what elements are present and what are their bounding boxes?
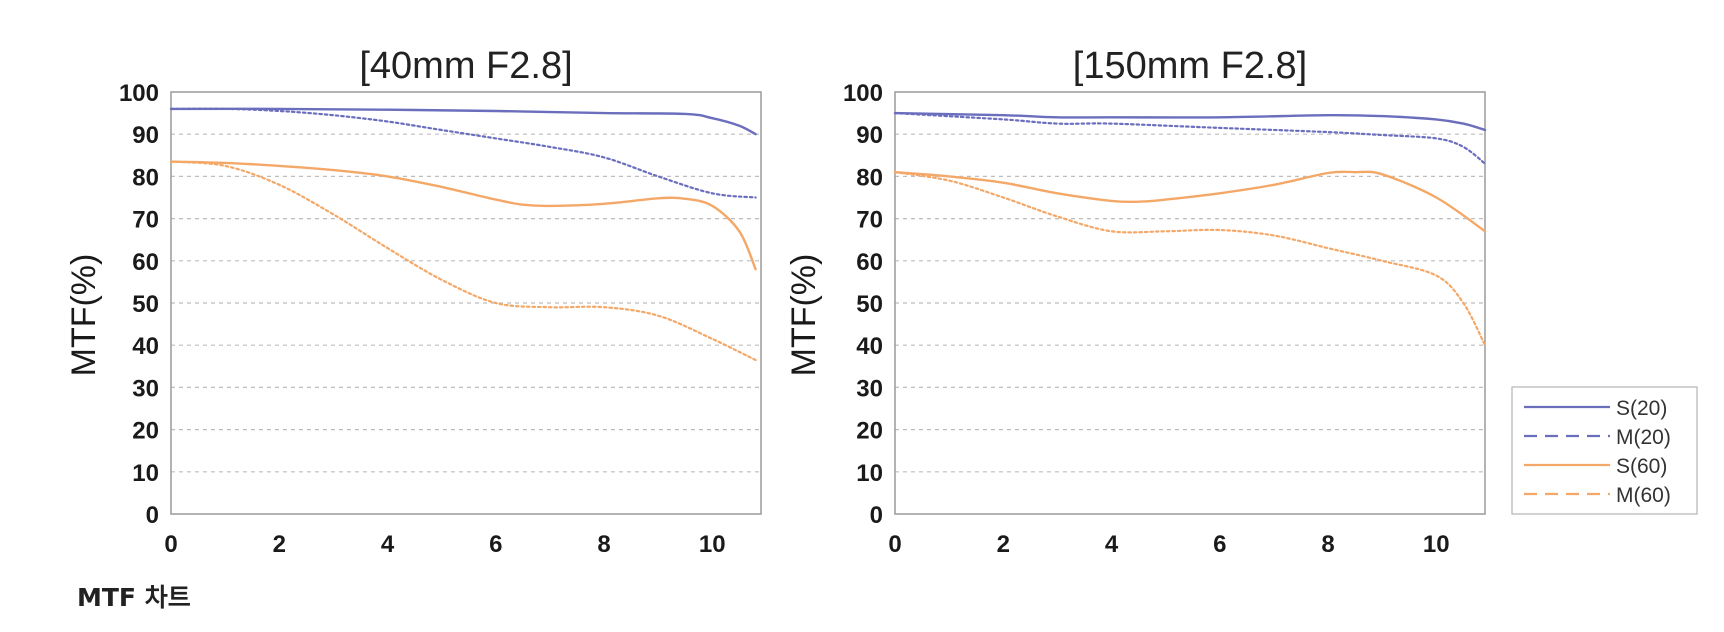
y-tick-label: 40 (856, 333, 883, 360)
y-tick-label: 70 (856, 207, 883, 234)
figure-caption: MTF 차트 (77, 583, 191, 612)
legend-label: S(20) (1616, 397, 1667, 420)
chart-title: [40mm F2.8] (359, 45, 572, 87)
y-tick-label: 20 (856, 418, 883, 445)
x-tick-label: 10 (1423, 531, 1450, 558)
series-line-m60 (169, 160, 757, 362)
y-tick-label: 20 (132, 418, 159, 445)
y-tick-label: 100 (843, 80, 883, 107)
series-line-s20 (169, 107, 757, 136)
y-tick-label: 50 (856, 291, 883, 318)
x-tick-label: 0 (888, 531, 901, 558)
y-tick-label: 80 (132, 164, 159, 191)
series-line-m20 (893, 112, 1487, 165)
y-tick-label: 50 (132, 291, 159, 318)
x-tick-label: 8 (1321, 531, 1334, 558)
series-line-m20 (169, 107, 757, 199)
chart-panel-2: [150mm F2.8] 0 10 20 30 40 50 60 70 80 90 100 0 2 4 6 8 1… (785, 45, 1487, 558)
x-tick-label: 0 (164, 531, 177, 558)
y-tick-label: 90 (132, 122, 159, 149)
y-tick-label: 80 (856, 164, 883, 191)
series-line-m60 (893, 171, 1487, 347)
y-tick-label: 0 (146, 502, 159, 529)
legend-box (1511, 386, 1698, 515)
series-line-s60 (893, 170, 1487, 233)
x-tick-label: 2 (273, 531, 286, 558)
y-tick-label: 10 (132, 460, 159, 487)
y-tick-label: 100 (119, 80, 159, 107)
legend-label: M(60) (1616, 484, 1671, 507)
legend: S(20) M(20) S(60) M(60) (1511, 386, 1698, 515)
x-tick-label: 8 (597, 531, 610, 558)
y-tick-label: 60 (856, 249, 883, 276)
x-tick-label: 6 (1213, 531, 1226, 558)
x-tick-label: 10 (699, 531, 726, 558)
x-tick-label: 6 (489, 531, 502, 558)
x-tick-label: 4 (381, 531, 395, 558)
chart-title: [150mm F2.8] (1073, 45, 1307, 87)
legend-label: S(60) (1616, 455, 1667, 478)
y-tick-label: 30 (856, 375, 883, 402)
legend-label: M(20) (1616, 426, 1671, 449)
y-tick-label: 0 (870, 502, 883, 529)
series-line-s20 (893, 111, 1487, 132)
plot-frame (170, 91, 762, 515)
y-tick-label: 90 (856, 122, 883, 149)
plot-frame (894, 91, 1486, 515)
chart-panel-1: [40mm F2.8] 0 10 20 30 40 50 60 70 80 90 100 0 2 4 6 8 10… (65, 45, 762, 558)
x-tick-label: 4 (1105, 531, 1119, 558)
y-tick-label: 70 (132, 207, 159, 234)
y-axis-label: MTF(%) (785, 254, 823, 377)
x-tick-label: 2 (997, 531, 1010, 558)
y-axis-label: MTF(%) (65, 254, 103, 377)
y-tick-label: 40 (132, 333, 159, 360)
y-tick-label: 30 (132, 375, 159, 402)
series-line-s60 (169, 160, 757, 271)
y-tick-label: 60 (132, 249, 159, 276)
y-tick-label: 10 (856, 460, 883, 487)
